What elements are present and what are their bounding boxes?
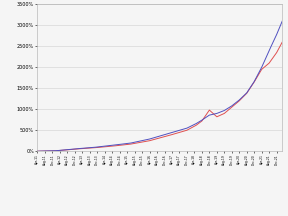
% ACCUMULATED DEVALUATION xyxy=(118,144,121,147)
% ACCUMULATED DEVALUATION xyxy=(66,148,69,151)
% ACCUMULATED INFLATION 0% 2% 3% 5% xyxy=(232,103,235,106)
% ACCUMULATED DEVALUATION xyxy=(232,104,235,107)
% ACCUMULATED INFLATION 0% 2% 3% 5% xyxy=(66,148,69,151)
% ACCUMULATED INFLATION 0% 2% 3% 5% xyxy=(281,20,284,22)
% ACCUMULATED INFLATION 0% 2% 3% 5% xyxy=(56,149,60,152)
% ACCUMULATED DEVALUATION xyxy=(111,145,114,148)
% ACCUMULATED DEVALUATION xyxy=(281,41,284,43)
Line: % ACCUMULATED DEVALUATION: % ACCUMULATED DEVALUATION xyxy=(37,42,282,151)
% ACCUMULATED DEVALUATION xyxy=(234,103,237,105)
% ACCUMULATED INFLATION 0% 2% 3% 5% xyxy=(234,102,237,104)
% ACCUMULATED DEVALUATION xyxy=(36,150,39,152)
% ACCUMULATED INFLATION 0% 2% 3% 5% xyxy=(118,143,121,146)
% ACCUMULATED INFLATION 0% 2% 3% 5% xyxy=(36,150,39,152)
% ACCUMULATED INFLATION 0% 2% 3% 5% xyxy=(111,144,114,147)
% ACCUMULATED DEVALUATION xyxy=(56,149,60,152)
Line: % ACCUMULATED INFLATION 0% 2% 3% 5%: % ACCUMULATED INFLATION 0% 2% 3% 5% xyxy=(37,21,282,151)
